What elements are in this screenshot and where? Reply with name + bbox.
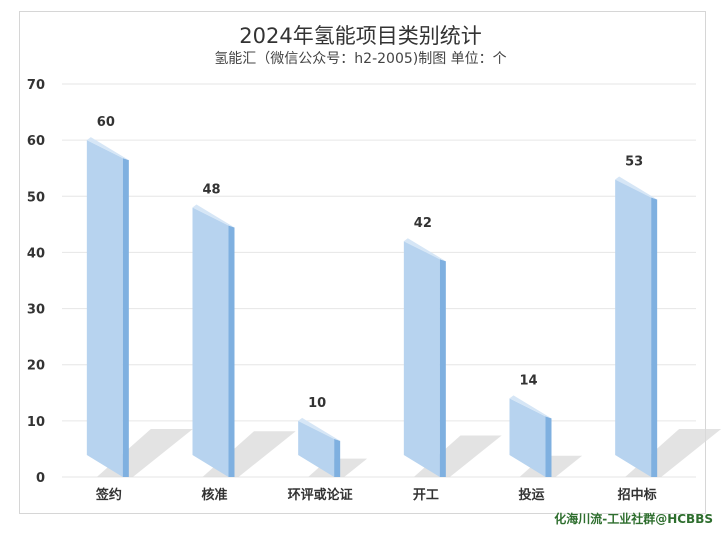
y-tick-label: 60 — [27, 134, 45, 149]
bar-top — [192, 204, 235, 228]
bar — [403, 241, 440, 477]
y-tick-label: 40 — [27, 246, 45, 261]
chart-subtitle: 氢能汇（微信公众号：h2-2005)制图 单位：个 — [214, 51, 507, 67]
y-tick-label: 10 — [27, 415, 45, 430]
bar-top — [509, 395, 552, 419]
y-tick-label: 30 — [27, 303, 45, 318]
bar — [86, 140, 123, 477]
data-label: 60 — [97, 115, 115, 130]
bar-side — [545, 416, 552, 477]
bar-side — [122, 158, 129, 477]
x-tick-label: 签约 — [95, 487, 122, 503]
watermark: 化海川流-工业社群@HCBBS — [554, 512, 713, 526]
data-label: 10 — [308, 396, 326, 411]
x-tick-label: 招中标 — [618, 487, 657, 503]
x-tick-label: 核准 — [201, 487, 227, 503]
bar — [509, 398, 546, 477]
bar-top — [403, 238, 446, 262]
bar-side — [439, 259, 446, 477]
chart-frame — [19, 11, 706, 514]
bar — [192, 207, 229, 477]
y-tick-label: 0 — [36, 471, 45, 486]
y-tick-label: 50 — [27, 190, 45, 205]
data-label: 42 — [414, 216, 432, 231]
bar-side — [651, 197, 658, 477]
y-tick-label: 20 — [27, 359, 45, 374]
chart-title: 2024年氢能项目类别统计 — [239, 24, 482, 48]
x-tick-label: 投运 — [518, 487, 544, 503]
x-tick-label: 环评或论证 — [288, 487, 353, 503]
y-tick-label: 70 — [27, 78, 45, 93]
data-label: 53 — [625, 154, 643, 169]
bar-top — [298, 417, 341, 441]
x-tick-label: 开工 — [413, 488, 439, 503]
bar-top — [86, 137, 129, 161]
bar-side — [228, 225, 235, 477]
bar-top — [615, 176, 658, 200]
bar — [298, 420, 335, 477]
data-label: 48 — [202, 183, 220, 198]
bar — [615, 179, 652, 477]
bar-side — [334, 438, 341, 477]
data-label: 14 — [519, 373, 537, 388]
